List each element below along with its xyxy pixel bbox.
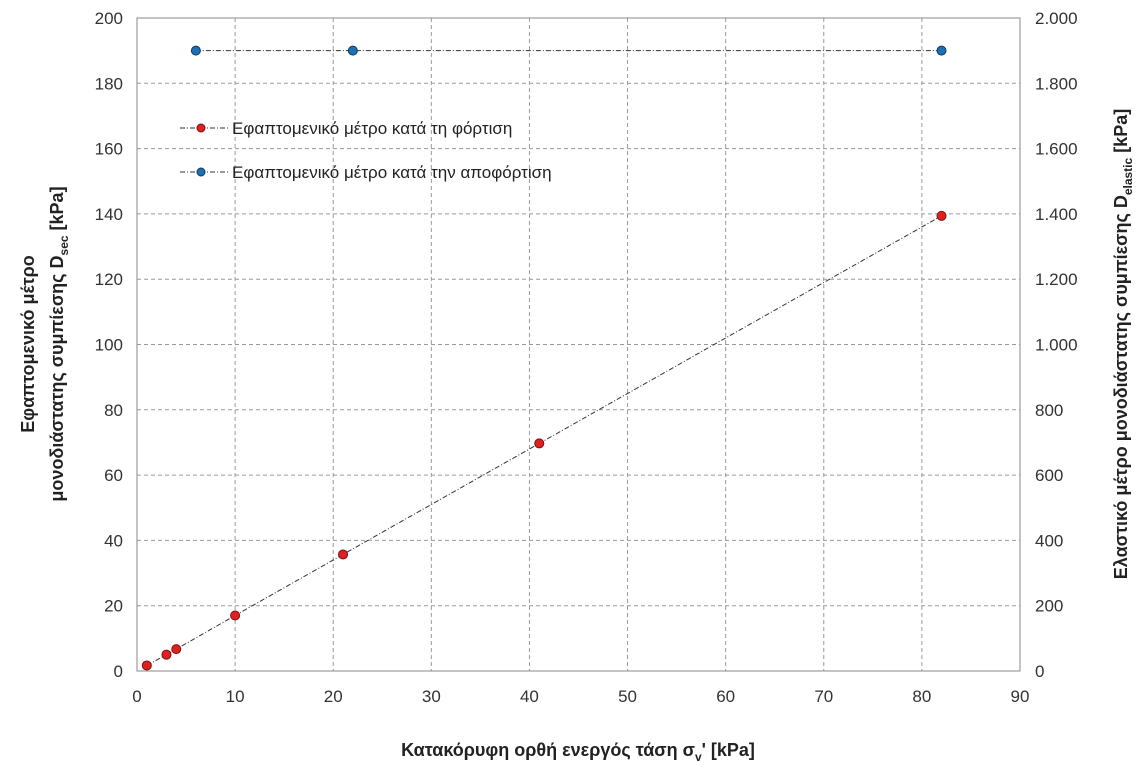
y-left-tick-label: 20	[104, 597, 123, 616]
legend-label-unloading: Εφαπτομενικό μέτρο κατά την αποφόρτιση	[232, 163, 552, 182]
y-right-tick-label: 800	[1035, 401, 1063, 420]
x-tick-label: 50	[618, 687, 637, 706]
y-left-tick-label: 40	[104, 531, 123, 550]
y-right-tick-labels: 0 200 400 600 800 1.000 1.200 1.400 1.600 1.800 2.…	[1035, 9, 1078, 681]
y-left-axis-title-tail: [kPa]	[47, 186, 67, 235]
y-right-tick-label: 1.400	[1035, 205, 1078, 224]
series-points	[141, 45, 947, 671]
data-point-unloading	[347, 45, 358, 56]
y-left-tick-label: 60	[104, 466, 123, 485]
legend-marker-loading	[196, 123, 206, 133]
x-tick-label: 90	[1011, 687, 1030, 706]
x-axis-title-subscript: v	[695, 750, 702, 764]
y-right-tick-label: 200	[1035, 597, 1063, 616]
x-tick-label: 30	[422, 687, 441, 706]
y-right-tick-label: 1.800	[1035, 74, 1078, 93]
y-left-axis-title-main: μονοδιάστατης συμπίεσης D	[47, 255, 67, 501]
data-point-loading	[534, 438, 545, 449]
legend: Εφαπτομενικό μέτρο κατά τη φόρτιση Εφαπτ…	[180, 119, 552, 182]
y-left-tick-label: 200	[95, 9, 123, 28]
y-left-tick-label: 160	[95, 140, 123, 159]
data-point-loading	[936, 210, 947, 221]
data-point-loading	[161, 649, 172, 660]
data-point-unloading	[936, 45, 947, 56]
y-right-tick-label: 1.000	[1035, 336, 1078, 355]
y-left-tick-label: 0	[114, 662, 123, 681]
legend-label-loading: Εφαπτομενικό μέτρο κατά τη φόρτιση	[232, 119, 512, 138]
y-left-tick-label: 180	[95, 74, 123, 93]
x-tick-label: 60	[716, 687, 735, 706]
x-tick-label: 40	[520, 687, 539, 706]
y-left-tick-labels: 0 20 40 60 80 100 120 140 160 180 200	[95, 9, 123, 681]
y-right-tick-label: 2.000	[1035, 9, 1078, 28]
y-right-tick-label: 1.600	[1035, 140, 1078, 159]
y-left-tick-label: 100	[95, 336, 123, 355]
x-axis-title-main: Κατακόρυφη ορθή ενεργός τάση σ	[401, 740, 695, 760]
y-right-tick-label: 0	[1035, 662, 1044, 681]
y-left-tick-label: 140	[95, 205, 123, 224]
y-right-tick-label: 1.200	[1035, 270, 1078, 289]
y-right-axis-title-subscript: elastic	[1121, 157, 1135, 195]
x-tick-labels: 0 10 20 30 40 50 60 70 80 90	[132, 687, 1029, 706]
legend-marker-unloading	[196, 167, 206, 177]
y-right-tick-label: 400	[1035, 531, 1063, 550]
y-left-axis-title-line1: Εφαπτομενικό μέτρο	[18, 255, 38, 433]
x-tick-label: 70	[814, 687, 833, 706]
x-tick-label: 80	[912, 687, 931, 706]
y-right-axis-title: Ελαστικό μέτρο μονοδιάστατης συμπίεσης D…	[1111, 109, 1135, 579]
x-tick-label: 10	[226, 687, 245, 706]
data-point-unloading	[190, 45, 201, 56]
x-axis-title: Κατακόρυφη ορθή ενεργός τάση σv' [kPa]	[401, 740, 755, 764]
y-left-tick-label: 80	[104, 401, 123, 420]
x-tick-label: 0	[132, 687, 141, 706]
y-left-axis-title-line2: μονοδιάστατης συμπίεσης Dsec [kPa]	[47, 186, 71, 501]
x-axis-title-tail: ' [kPa]	[702, 740, 755, 760]
grid	[137, 18, 1020, 671]
y-right-axis-title-main: Ελαστικό μέτρο μονοδιάστατης συμπίεσης D	[1111, 195, 1131, 579]
data-point-loading	[171, 644, 182, 655]
y-left-tick-label: 120	[95, 270, 123, 289]
y-right-tick-label: 600	[1035, 466, 1063, 485]
x-tick-label: 20	[324, 687, 343, 706]
y-left-axis-title-subscript: sec	[57, 235, 71, 255]
series-line-loading	[146, 215, 942, 666]
data-point-loading	[338, 549, 349, 560]
data-point-loading	[141, 660, 152, 671]
series-lines	[146, 50, 942, 666]
plot-area-border	[136, 17, 1021, 672]
y-right-axis-title-tail: [kPa]	[1111, 109, 1131, 158]
data-point-loading	[230, 610, 241, 621]
